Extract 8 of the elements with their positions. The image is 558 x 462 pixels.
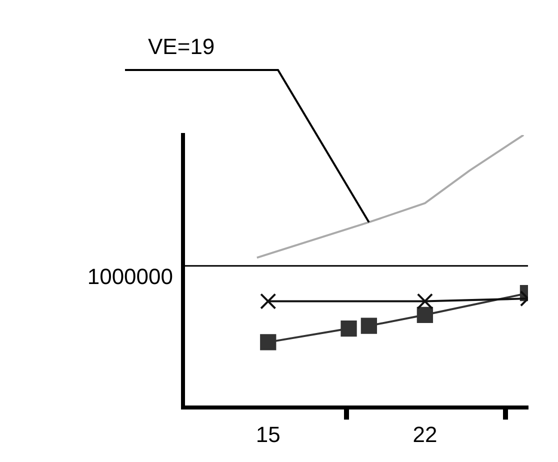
x-tick-label: 15 <box>256 422 280 447</box>
point <box>340 320 357 337</box>
x-tick-label: 22 <box>412 422 438 447</box>
point <box>260 334 276 350</box>
annotation: VE=19 <box>148 34 215 60</box>
point <box>260 293 276 310</box>
text: 1000000 <box>87 264 173 289</box>
point <box>360 318 378 334</box>
